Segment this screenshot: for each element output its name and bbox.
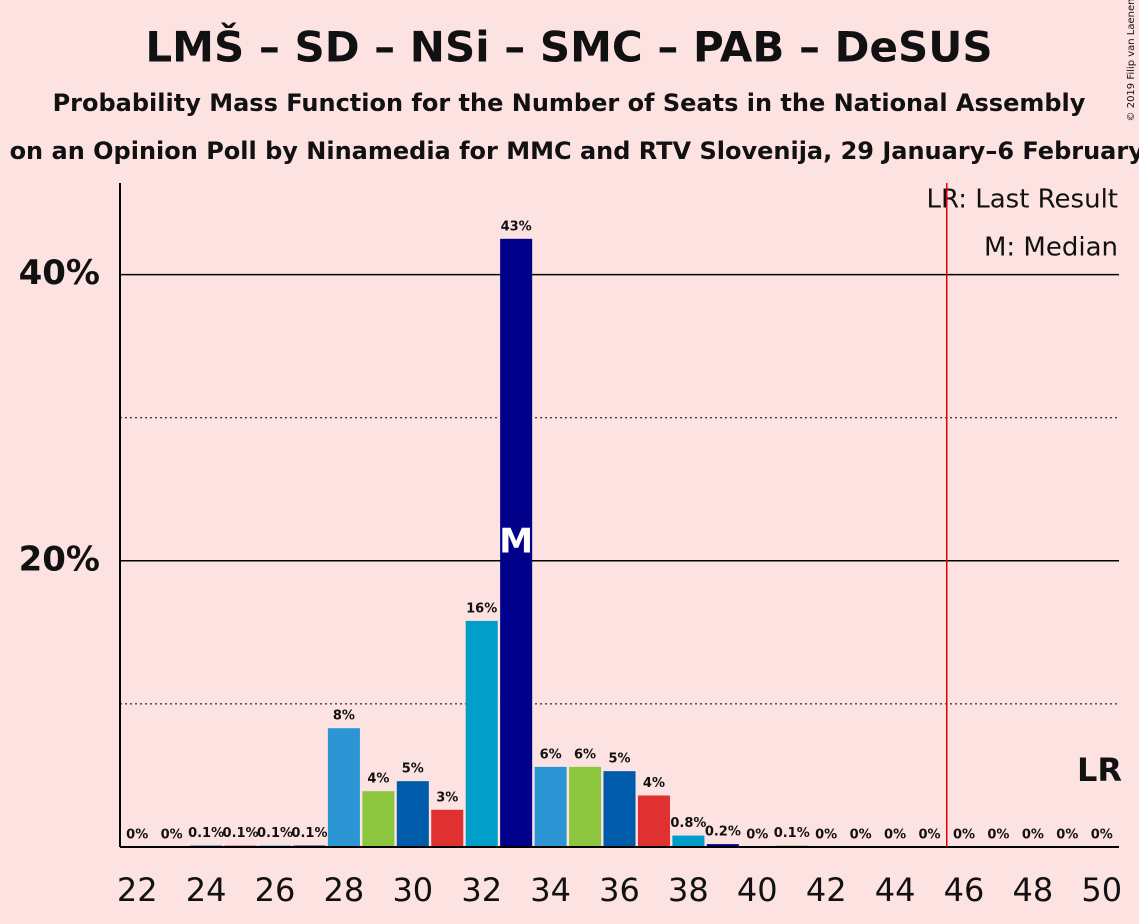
bar <box>465 620 498 847</box>
x-tick-label: 24 <box>186 871 227 909</box>
x-tick-label: 28 <box>324 871 365 909</box>
value-label: 0.1% <box>291 826 327 841</box>
value-label: 0% <box>126 828 148 843</box>
value-label: 6% <box>540 747 562 762</box>
bar <box>706 844 739 847</box>
bar <box>431 809 464 847</box>
x-tick-label: 30 <box>392 871 433 909</box>
x-tick-label: 46 <box>944 871 985 909</box>
value-label: 0.1% <box>223 826 259 841</box>
value-label: 0% <box>1091 828 1113 843</box>
x-tick-label: 42 <box>806 871 847 909</box>
value-label: 0.1% <box>257 826 293 841</box>
bar <box>569 766 602 847</box>
median-marker: M <box>499 521 533 561</box>
bar <box>500 238 533 847</box>
value-label: 3% <box>436 790 458 805</box>
x-tick-label: 22 <box>117 871 158 909</box>
value-label: 0.2% <box>705 825 741 840</box>
value-label: 4% <box>643 776 665 791</box>
y-tick-label: 40% <box>19 253 100 293</box>
bar <box>362 791 395 847</box>
value-label: 4% <box>367 772 389 787</box>
x-tick-label: 48 <box>1013 871 1054 909</box>
value-label: 0% <box>746 828 768 843</box>
chart-subtitle: Probability Mass Function for the Number… <box>53 89 1086 117</box>
legend-entry: M: Median <box>984 233 1118 263</box>
chart-title: LMŠ – SD – NSi – SMC – PAB – DeSUS <box>145 22 992 72</box>
chart-subtitle: Based on an Opinion Poll by Ninamedia fo… <box>0 137 1139 165</box>
last-result-label: LR <box>1077 751 1122 789</box>
value-label: 0% <box>1056 828 1078 843</box>
value-label: 43% <box>501 219 532 234</box>
bar <box>327 728 360 847</box>
value-label: 0% <box>918 828 940 843</box>
value-label: 0.1% <box>774 826 810 841</box>
value-label: 0.8% <box>670 816 706 831</box>
x-tick-label: 44 <box>875 871 916 909</box>
value-label: 0% <box>884 828 906 843</box>
copyright: © 2019 Filip van Laenen <box>1126 0 1137 121</box>
value-label: 16% <box>466 601 497 616</box>
value-label: 0% <box>987 828 1009 843</box>
bar <box>396 781 429 847</box>
value-label: 8% <box>333 709 355 724</box>
value-label: 6% <box>574 747 596 762</box>
value-label: 0% <box>953 828 975 843</box>
value-label: 0% <box>850 828 872 843</box>
x-tick-label: 50 <box>1081 871 1122 909</box>
bar <box>637 795 670 847</box>
value-label: 0% <box>815 828 837 843</box>
x-tick-label: 38 <box>668 871 709 909</box>
x-tick-label: 36 <box>599 871 640 909</box>
y-tick-label: 20% <box>19 539 100 579</box>
value-label: 0.1% <box>188 826 224 841</box>
x-tick-label: 40 <box>737 871 778 909</box>
bar <box>603 771 636 847</box>
value-label: 0% <box>161 828 183 843</box>
value-label: 0% <box>1022 828 1044 843</box>
bar <box>672 835 705 847</box>
x-tick-label: 32 <box>461 871 502 909</box>
bar <box>534 766 567 847</box>
value-label: 5% <box>608 752 630 767</box>
x-tick-label: 26 <box>255 871 296 909</box>
x-tick-label: 34 <box>530 871 571 909</box>
legend-entry: LR: Last Result <box>926 185 1118 215</box>
value-label: 5% <box>402 762 424 777</box>
